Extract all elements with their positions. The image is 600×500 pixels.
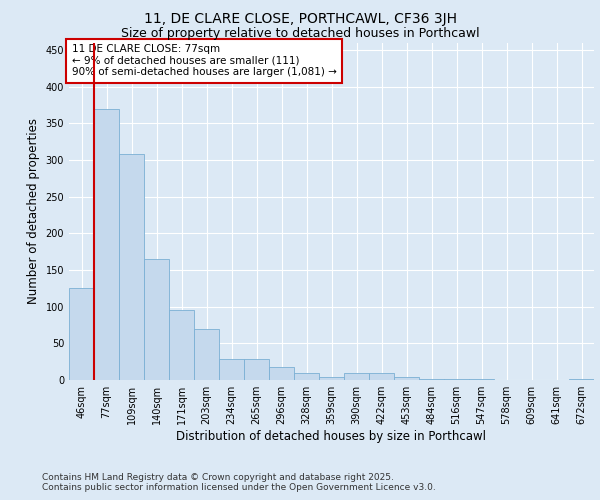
Bar: [194, 328, 219, 380]
Text: Size of property relative to detached houses in Porthcawl: Size of property relative to detached ho…: [121, 28, 479, 40]
Bar: [169, 310, 194, 380]
Bar: [94, 108, 119, 380]
Bar: [344, 374, 369, 380]
Bar: [269, 367, 294, 380]
Text: 11, DE CLARE CLOSE, PORTHCAWL, CF36 3JH: 11, DE CLARE CLOSE, PORTHCAWL, CF36 3JH: [143, 12, 457, 26]
Bar: [569, 378, 594, 380]
Bar: [69, 288, 94, 380]
Bar: [219, 360, 244, 380]
Bar: [294, 374, 319, 380]
Bar: [144, 259, 169, 380]
Bar: [319, 377, 344, 380]
Text: 11 DE CLARE CLOSE: 77sqm
← 9% of detached houses are smaller (111)
90% of semi-d: 11 DE CLARE CLOSE: 77sqm ← 9% of detache…: [71, 44, 337, 78]
X-axis label: Distribution of detached houses by size in Porthcawl: Distribution of detached houses by size …: [176, 430, 487, 443]
Bar: [369, 374, 394, 380]
Bar: [244, 360, 269, 380]
Text: Contains HM Land Registry data © Crown copyright and database right 2025.
Contai: Contains HM Land Registry data © Crown c…: [42, 473, 436, 492]
Bar: [119, 154, 144, 380]
Bar: [394, 377, 419, 380]
Y-axis label: Number of detached properties: Number of detached properties: [27, 118, 40, 304]
